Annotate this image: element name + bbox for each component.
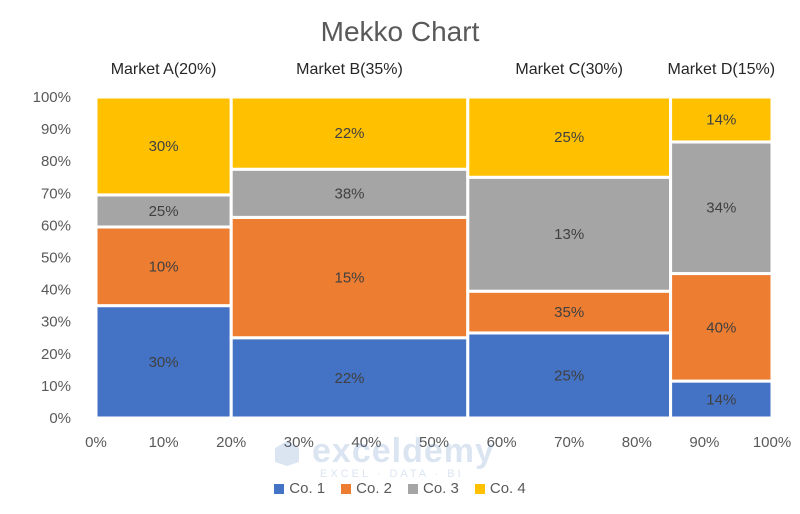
chart-title: Mekko Chart [320, 16, 480, 47]
segment-data-label: 15% [334, 270, 364, 287]
legend-item: Co. 1 [274, 480, 325, 497]
legend-label: Co. 4 [489, 480, 526, 497]
legend-item: Co. 3 [408, 480, 459, 497]
y-tick-label: 60% [41, 217, 71, 234]
mekko-segment [466, 331, 673, 420]
legend-item: Co. 4 [474, 480, 526, 497]
segment-data-label: 30% [149, 354, 179, 371]
y-tick-label: 90% [41, 121, 71, 138]
mekko-segment [669, 95, 774, 144]
mekko-segment [669, 379, 774, 420]
mekko-segment [94, 193, 233, 229]
x-tick-label: 20% [216, 434, 246, 451]
legend-item: Co. 2 [341, 480, 392, 497]
x-tick-label: 90% [689, 434, 719, 451]
x-tick-label: 30% [284, 434, 314, 451]
market-label: Market D(15%) [668, 61, 776, 78]
y-tick-label: 40% [41, 282, 71, 299]
segment-data-label: 14% [706, 392, 736, 409]
market-label: Market A(20%) [111, 61, 217, 78]
mekko-segment [229, 95, 470, 171]
legend-swatch [408, 483, 418, 494]
segment-data-label: 34% [706, 200, 736, 217]
segment-data-label: 40% [706, 319, 736, 336]
segment-data-label: 10% [149, 258, 179, 275]
legend-swatch [341, 483, 352, 494]
segment-data-label: 25% [149, 203, 179, 220]
segment-data-label: 25% [554, 129, 584, 146]
chart-legend: Co. 1 Co. 2 Co. 3 Co. 4 [0, 480, 800, 497]
x-tick-label: 80% [622, 434, 652, 451]
legend-label: Co. 1 [289, 480, 326, 497]
x-tick-label: 0% [85, 434, 107, 451]
mekko-segment [94, 304, 233, 420]
legend-label: Co. 3 [423, 480, 459, 497]
mekko-segment [466, 95, 673, 179]
segment-data-label: 25% [554, 367, 584, 384]
segment-data-label: 22% [334, 125, 364, 142]
segment-data-label: 35% [554, 304, 584, 321]
y-tick-label: 10% [41, 378, 71, 395]
mekko-segment [466, 175, 673, 293]
segment-data-label: 38% [334, 185, 364, 202]
segment-data-label: 22% [334, 370, 364, 387]
segment-data-label: 14% [706, 111, 736, 128]
market-label: Market C(30%) [515, 61, 623, 78]
y-tick-label: 50% [41, 250, 71, 267]
y-tick-label: 70% [41, 185, 71, 202]
x-tick-label: 70% [554, 434, 584, 451]
y-tick-label: 30% [41, 314, 71, 331]
x-tick-label: 40% [351, 434, 381, 451]
x-tick-label: 60% [487, 434, 517, 451]
y-tick-label: 80% [41, 153, 71, 170]
x-tick-label: 100% [753, 434, 791, 451]
y-tick-label: 0% [49, 410, 71, 427]
market-label: Market B(35%) [296, 61, 403, 78]
x-tick-label: 10% [149, 434, 179, 451]
y-tick-label: 100% [33, 89, 71, 106]
legend-label: Co. 2 [356, 480, 392, 497]
mekko-segment [669, 140, 774, 276]
mekko-segment [229, 215, 470, 340]
y-tick-label: 20% [41, 346, 71, 363]
legend-swatch [274, 483, 285, 494]
legend-swatch [474, 483, 485, 494]
segment-data-label: 13% [554, 226, 584, 243]
x-tick-label: 50% [419, 434, 449, 451]
segment-data-label: 30% [149, 138, 179, 155]
mekko-segment [94, 95, 233, 197]
